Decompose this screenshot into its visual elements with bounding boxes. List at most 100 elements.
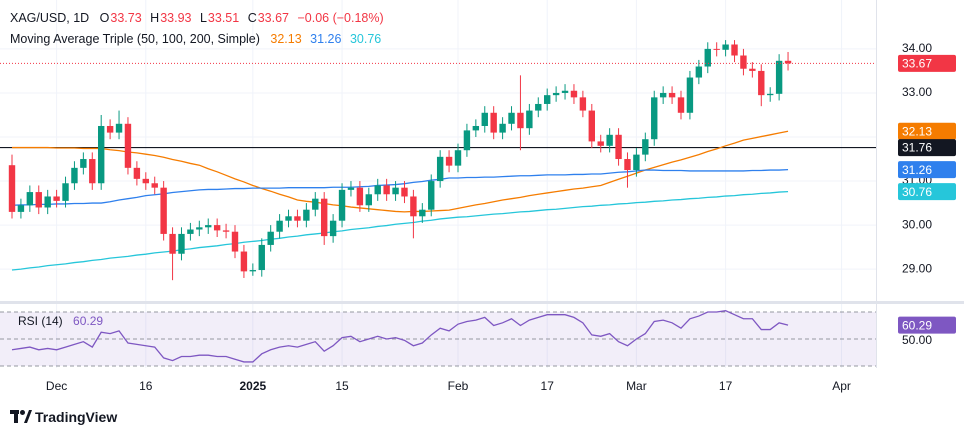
candle-body xyxy=(321,198,328,237)
ohlc-value: 33.67 xyxy=(257,11,289,25)
moving-average-line xyxy=(11,168,789,206)
candle-body xyxy=(481,112,488,126)
ohlc-value: 33.73 xyxy=(110,11,142,25)
candle-body xyxy=(231,231,239,252)
candle-body xyxy=(633,154,640,171)
y-tick-label: 29.00 xyxy=(902,261,932,275)
ma-price-label-box xyxy=(898,161,956,179)
x-tick-label: 17 xyxy=(719,379,733,393)
brand-logo xyxy=(10,410,32,423)
candle-body xyxy=(624,159,631,171)
candle-body xyxy=(80,159,87,168)
candle-body xyxy=(597,141,604,146)
candle-body xyxy=(53,196,60,201)
x-tick-label: 17 xyxy=(541,379,555,393)
rsi-value-box xyxy=(898,316,956,334)
candle-body xyxy=(606,134,613,146)
candle-body xyxy=(463,130,471,151)
indicator-legend: Moving Average Triple (50, 100, 200, Sim… xyxy=(10,32,382,46)
candle-body xyxy=(276,220,283,232)
candle-body xyxy=(213,225,221,231)
candle-body xyxy=(615,134,622,160)
candle-body xyxy=(740,55,747,69)
candle-body xyxy=(775,60,783,94)
last-price-label-box xyxy=(898,54,956,72)
candle-body xyxy=(62,183,69,201)
candle-body xyxy=(508,112,515,124)
candle-body xyxy=(642,139,649,155)
moving-average-line xyxy=(11,190,789,271)
candle-body xyxy=(303,209,310,221)
candle-body xyxy=(570,90,578,98)
x-tick-label: Feb xyxy=(448,379,469,393)
candle-body xyxy=(178,233,185,254)
x-tick-label: 16 xyxy=(139,379,153,393)
symbol-legend: XAG/USD, 1D O33.73 H33.93 L33.51 C33.67 … xyxy=(10,11,385,25)
candle-body xyxy=(383,185,390,195)
candle-body xyxy=(749,68,756,71)
brand: TradingView xyxy=(10,409,117,425)
ohlc-value: 33.51 xyxy=(207,11,240,25)
candle-body xyxy=(89,159,96,184)
candle-body xyxy=(659,92,667,98)
candle-body xyxy=(115,123,123,133)
candle-body xyxy=(499,123,506,133)
candle-body xyxy=(98,125,105,184)
brand-name: TradingView xyxy=(35,409,118,425)
candle-body xyxy=(285,216,292,221)
candle-body xyxy=(526,110,533,129)
moving-average-line xyxy=(12,130,789,213)
hline-price-label-box xyxy=(898,139,956,157)
candle-body xyxy=(169,233,176,254)
rsi-value-label: 60.29 xyxy=(902,318,932,332)
symbol: XAG/USD, 1D xyxy=(10,11,90,25)
ma-price-label-box xyxy=(898,183,956,201)
candle-body xyxy=(249,270,257,272)
candle-body xyxy=(71,167,78,184)
rsi-title: RSI (14) xyxy=(18,314,63,328)
candle-body xyxy=(133,167,141,179)
candle-body xyxy=(410,196,417,217)
candle-body xyxy=(722,44,729,50)
ohlc-key: L xyxy=(199,11,207,25)
ohlc-key: O xyxy=(99,11,110,25)
candle-body xyxy=(544,95,551,104)
ohlc-key: C xyxy=(247,11,257,25)
candle-body xyxy=(205,225,212,228)
candle-body xyxy=(588,110,595,142)
candle-body xyxy=(490,112,497,133)
candle-body xyxy=(428,181,435,210)
candle-body xyxy=(347,187,355,190)
candle-body xyxy=(160,187,167,234)
candle-body xyxy=(686,77,694,113)
candle-body xyxy=(784,60,792,64)
candle-body xyxy=(713,48,720,50)
candle-body xyxy=(454,150,462,166)
candle-body xyxy=(535,103,542,111)
candle-body xyxy=(222,230,230,232)
candle-body xyxy=(329,220,337,237)
candle-body xyxy=(106,125,114,133)
candle-body xyxy=(677,97,685,113)
candle-body xyxy=(436,156,444,182)
candle-body xyxy=(731,44,738,56)
x-tick-label: 15 xyxy=(335,379,349,393)
candle-body xyxy=(124,123,132,168)
candle-body xyxy=(668,92,676,98)
x-tick-label: Apr xyxy=(832,379,851,393)
candle-body xyxy=(374,185,381,195)
candle-body xyxy=(17,205,25,212)
candle-body xyxy=(26,192,34,206)
candle-body xyxy=(651,97,658,140)
candle-body xyxy=(365,194,372,206)
x-tick-label: Mar xyxy=(626,379,647,393)
ma-value: 30.76 xyxy=(349,32,382,46)
candle-body xyxy=(294,216,301,221)
y-tick-label: 30.00 xyxy=(902,217,932,231)
candle-body xyxy=(187,229,194,234)
candle-body xyxy=(35,192,42,208)
rsi-value: 60.29 xyxy=(73,314,104,328)
candle-body xyxy=(240,251,248,272)
